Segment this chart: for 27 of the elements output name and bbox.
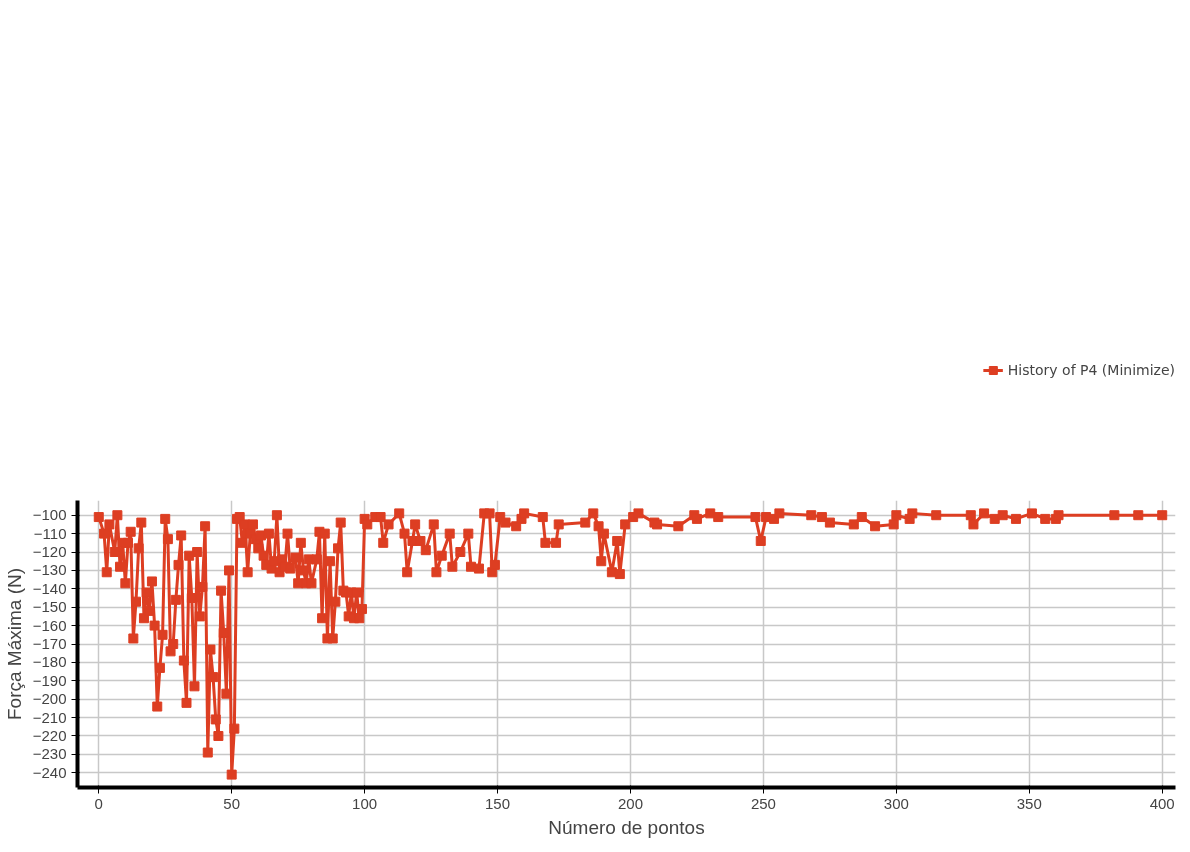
- x-tick-label: 200: [617, 794, 644, 812]
- x-tick-label: 300: [883, 794, 909, 812]
- y-tick-label: −220: [32, 726, 67, 744]
- y-tick-label: −170: [32, 635, 67, 652]
- y-tick-label: −160: [32, 616, 67, 634]
- x-tick-label: 400: [1149, 794, 1175, 812]
- y-tick-label: −240: [32, 763, 67, 781]
- y-tick-label: −150: [32, 598, 67, 616]
- x-tick-label: 150: [485, 794, 511, 812]
- y-tick-label: −210: [32, 708, 67, 726]
- x-tick-label: 250: [750, 794, 776, 812]
- x-tick-label: 50: [223, 794, 241, 812]
- x-axis-title: Número de pontos: [548, 816, 705, 838]
- y-tick-label: −140: [32, 579, 67, 597]
- y-tick-label: −130: [32, 561, 67, 579]
- x-tick-label: 350: [1016, 794, 1042, 812]
- y-tick-label: −100: [32, 506, 67, 524]
- x-tick-label: 100: [352, 794, 378, 812]
- y-tick-label: −110: [33, 524, 67, 542]
- x-tick-label: 0: [94, 794, 103, 812]
- y-axis-title: Força Máxima (N): [3, 567, 25, 720]
- legend-label: History of P4 (Minimize): [1007, 362, 1175, 378]
- y-tick-label: −190: [32, 671, 67, 689]
- y-tick-label: −180: [32, 653, 67, 671]
- y-tick-label: −230: [32, 745, 67, 763]
- y-tick-label: −120: [32, 543, 67, 561]
- y-tick-label: −200: [32, 690, 67, 708]
